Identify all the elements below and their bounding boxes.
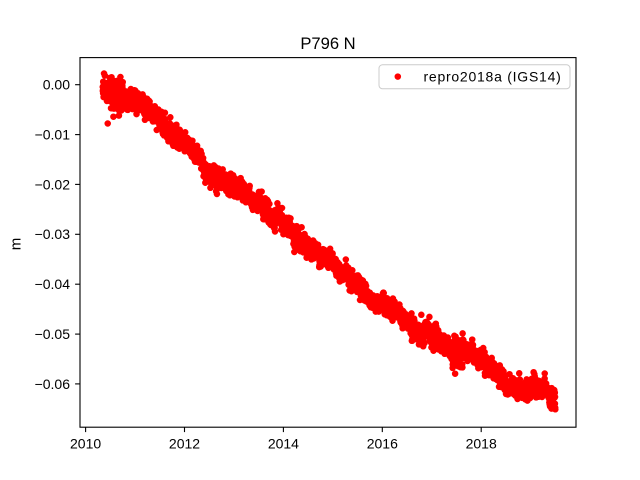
svg-text:repro2018a (IGS14): repro2018a (IGS14) [424, 68, 562, 84]
svg-text:2014: 2014 [268, 436, 299, 452]
svg-text:−0.06: −0.06 [35, 376, 71, 392]
svg-text:m: m [8, 238, 25, 251]
svg-text:2018: 2018 [466, 436, 497, 452]
svg-text:P796 N: P796 N [300, 34, 355, 53]
svg-text:−0.03: −0.03 [35, 226, 71, 242]
svg-text:−0.05: −0.05 [35, 326, 71, 342]
svg-text:2016: 2016 [367, 436, 398, 452]
svg-text:−0.02: −0.02 [35, 176, 71, 192]
svg-text:0.00: 0.00 [43, 77, 70, 93]
svg-text:−0.01: −0.01 [35, 127, 71, 143]
svg-text:−0.04: −0.04 [35, 276, 71, 292]
svg-text:2012: 2012 [169, 436, 200, 452]
svg-text:2010: 2010 [70, 436, 101, 452]
